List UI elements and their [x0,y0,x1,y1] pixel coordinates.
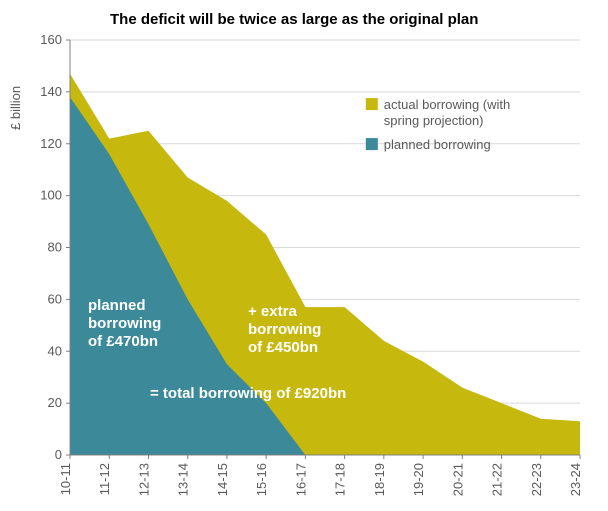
svg-text:planned: planned [88,297,146,314]
x-tick-label: 19-20 [411,463,426,496]
x-tick-label: 20-21 [450,463,465,496]
x-tick-label: 10-11 [58,463,73,495]
x-tick-label: 17-18 [333,463,348,496]
y-tick-label: 120 [40,136,62,151]
svg-text:+ extra: + extra [248,303,297,320]
legend-swatch-planned [366,138,378,150]
chart-title: The deficit will be twice as large as th… [110,11,478,28]
svg-text:of £450bn: of £450bn [248,339,318,356]
legend-swatch-actual [366,98,378,110]
x-tick-label: 15-16 [254,463,269,496]
x-tick-label: 22-23 [529,463,544,496]
x-tick-label: 21-22 [490,463,505,496]
legend-label-actual-2: spring projection) [384,113,484,128]
y-tick-label: 40 [48,343,62,358]
legend-label-actual-1: actual borrowing (with [384,97,510,112]
svg-text:borrowing: borrowing [88,315,161,332]
legend-label-planned: planned borrowing [384,137,491,152]
y-tick-label: 60 [48,291,62,306]
x-tick-label: 14-15 [215,463,230,496]
y-tick-label: 80 [48,240,62,255]
x-tick-label: 12-13 [136,463,151,496]
x-tick-label: 11-12 [97,463,112,495]
x-tick-label: 23-24 [568,463,583,496]
y-tick-label: 100 [40,188,62,203]
annotation-total: = total borrowing of £920bn [150,385,346,402]
deficit-area-chart: 0 20 40 60 80 100 120 140 160 10-11 11-12 12-13 13-1… [0,0,608,511]
y-tick-label: 160 [40,32,62,47]
x-tick-label: 13-14 [176,463,191,496]
chart-svg: 0 20 40 60 80 100 120 140 160 10-11 11-12 12-13 13-1… [0,0,608,511]
svg-text:of £470bn: of £470bn [88,333,158,350]
x-tick-label: 18-19 [372,463,387,496]
y-tick-label: 0 [55,447,62,462]
y-tick-label: 140 [40,84,62,99]
svg-text:borrowing: borrowing [248,321,321,338]
x-tick-label: 16-17 [293,463,308,496]
y-axis-label: £ billion [8,86,23,130]
y-tick-label: 20 [48,395,62,410]
